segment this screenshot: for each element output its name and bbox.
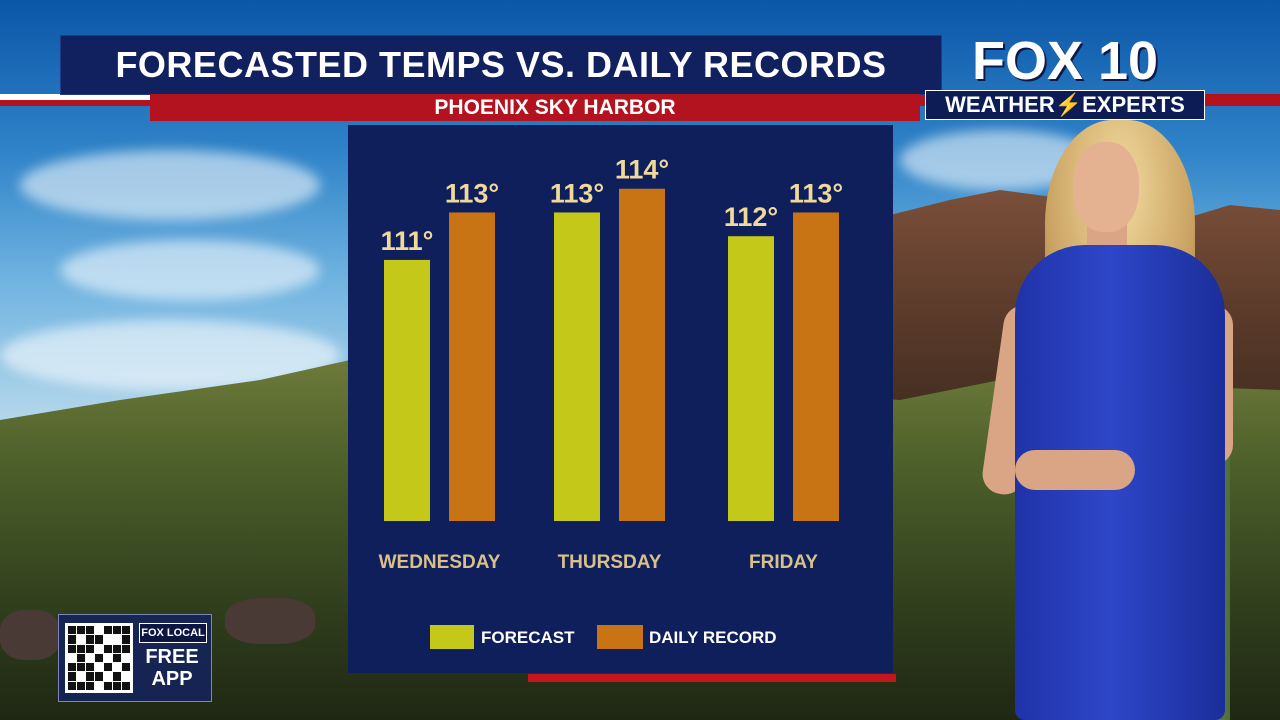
legend-forecast-label: FORECAST — [481, 628, 575, 647]
panel-accent-stripe — [528, 674, 896, 682]
app-qr-badge[interactable]: FOX LOCAL FREE APP — [58, 614, 212, 702]
station-logo: FOX 10 WEATHER⚡EXPERTS — [925, 32, 1205, 120]
record-value-label: 114° — [615, 155, 669, 185]
title-bar: FORECASTED TEMPS VS. DAILY RECORDS — [60, 35, 942, 95]
forecast-bar-wednesday — [384, 259, 430, 521]
logo-brand: FOX 10 — [971, 31, 1159, 91]
day-label-thursday: THURSDAY — [558, 552, 662, 573]
rock — [0, 610, 60, 660]
bar-chart: 111° 113° WEDNESDAY 113° 114° THURSDAY 112° 113… — [379, 155, 843, 649]
legend-record-swatch — [597, 625, 643, 649]
presenter-hands — [1015, 450, 1135, 490]
day-label-friday: FRIDAY — [749, 552, 818, 573]
app-free-label: FREE — [145, 646, 199, 668]
legend-forecast-swatch — [430, 625, 474, 649]
legend-record-label: DAILY RECORD — [649, 628, 777, 647]
record-bar-wednesday — [449, 212, 495, 521]
record-bar-friday — [793, 212, 839, 521]
subtitle-bar — [150, 94, 920, 121]
chart-subtitle: PHOENIX SKY HARBOR — [434, 96, 676, 119]
logo-tagline: WEATHER⚡EXPERTS — [925, 90, 1205, 120]
day-label-wednesday: WEDNESDAY — [379, 552, 501, 573]
forecast-value-label: 112° — [724, 202, 778, 232]
record-value-label: 113° — [445, 178, 499, 208]
cloud — [60, 240, 320, 300]
record-bar-thursday — [619, 188, 665, 521]
cloud — [20, 150, 320, 220]
presenter-face — [1073, 142, 1139, 232]
qr-code-icon[interactable] — [65, 623, 133, 693]
forecast-value-label: 111° — [381, 226, 434, 256]
weather-presenter — [979, 120, 1245, 720]
forecast-bar-friday — [728, 236, 774, 521]
app-brand-label: FOX LOCAL — [139, 623, 207, 643]
rock — [225, 598, 315, 644]
forecast-value-label: 113° — [550, 178, 604, 208]
record-value-label: 113° — [789, 178, 843, 208]
forecast-bar-thursday — [554, 212, 600, 521]
white-stripe — [0, 94, 150, 100]
chart-title: FORECASTED TEMPS VS. DAILY RECORDS — [115, 44, 887, 85]
app-app-label: APP — [151, 668, 193, 690]
